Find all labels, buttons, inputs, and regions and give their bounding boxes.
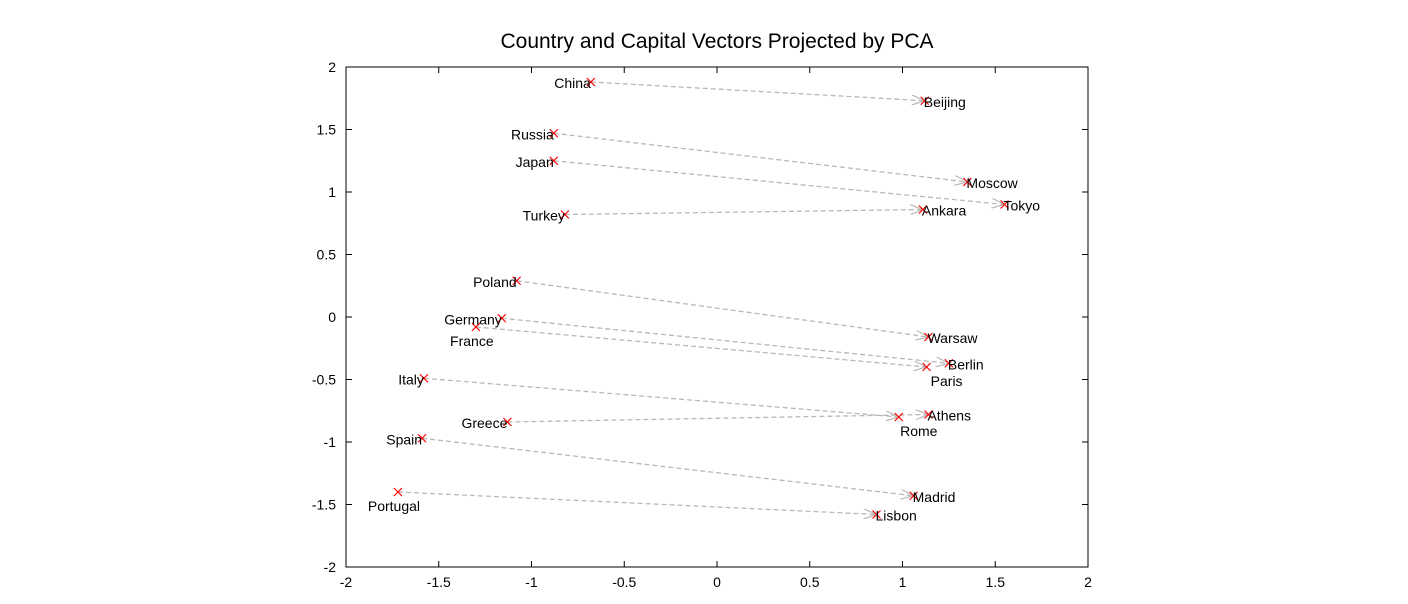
capital-marker	[920, 96, 930, 106]
vector-arrow	[553, 132, 968, 182]
country-label: Portugal	[368, 498, 420, 514]
capital-label: Rome	[900, 423, 938, 439]
y-tick-label: -1.5	[312, 497, 336, 513]
vector-arrow	[397, 491, 877, 515]
marker-stroke	[872, 510, 881, 519]
country-marker	[502, 417, 512, 427]
y-tick-label: 1	[328, 184, 336, 200]
country-marker	[549, 128, 559, 138]
capital-marker	[894, 412, 904, 422]
capital-label: Moscow	[966, 175, 1018, 191]
y-tick-label: -0.5	[312, 372, 336, 388]
capital-label: Warsaw	[927, 330, 978, 346]
x-tick-label: 2	[1084, 574, 1092, 590]
marker-stroke	[497, 313, 507, 323]
x-tick-label: -0.5	[612, 574, 636, 590]
marker-stroke	[1000, 200, 1009, 209]
marker-stroke	[909, 491, 919, 501]
country-label: Poland	[473, 274, 517, 290]
x-tick-label: 1.5	[986, 574, 1006, 590]
capital-label: Beijing	[924, 94, 966, 110]
marker-stroke	[920, 96, 930, 106]
country-marker	[560, 210, 570, 219]
country-label: Russia	[511, 126, 554, 142]
x-tick-label: -1	[525, 574, 538, 590]
vector-arrow	[516, 280, 929, 337]
marker-stroke	[549, 128, 559, 138]
vector-arrow	[590, 81, 925, 101]
country-marker	[471, 322, 481, 332]
capital-label: Berlin	[948, 356, 984, 372]
vector-arrow	[564, 210, 923, 216]
country-label: France	[450, 333, 494, 349]
x-tick-label: 0	[713, 574, 721, 590]
capital-marker	[1000, 200, 1009, 209]
marker-stroke	[963, 177, 972, 187]
marker-stroke	[560, 210, 570, 219]
marker-stroke	[894, 412, 904, 422]
x-tick-label: 0.5	[800, 574, 820, 590]
y-tick-label: 0.5	[317, 247, 337, 263]
capital-marker	[909, 491, 919, 501]
capital-label: Tokyo	[1004, 198, 1041, 214]
y-tick-label: 1.5	[317, 122, 337, 138]
country-marker	[497, 313, 507, 323]
marker-stroke	[918, 205, 928, 214]
x-tick-label: 1	[899, 574, 907, 590]
x-tick-label: -1.5	[427, 574, 451, 590]
country-marker	[586, 77, 596, 87]
capital-marker	[924, 410, 933, 419]
capital-label: Ankara	[922, 203, 967, 219]
y-tick-label: 2	[328, 59, 336, 75]
marker-stroke	[512, 276, 522, 286]
country-label: Italy	[398, 371, 424, 387]
capital-marker	[924, 332, 933, 342]
capital-marker	[944, 358, 954, 368]
capital-label: Lisbon	[876, 508, 917, 524]
marker-stroke	[549, 156, 559, 166]
country-label: Germany	[444, 311, 502, 327]
country-label: Turkey	[523, 208, 565, 224]
country-marker	[549, 156, 559, 166]
capital-marker	[918, 205, 928, 214]
vector-arrow	[421, 437, 914, 496]
vector-arrow	[475, 326, 927, 367]
country-label: China	[554, 75, 591, 91]
marker-stroke	[924, 332, 933, 342]
vector-arrow	[507, 415, 928, 423]
capital-marker	[872, 510, 881, 519]
chart-title: Country and Capital Vectors Projected by…	[500, 30, 934, 53]
vector-arrow	[553, 160, 1005, 205]
y-tick-label: -2	[324, 559, 337, 575]
country-label: Greece	[461, 415, 507, 431]
marker-stroke	[924, 410, 933, 419]
capital-label: Madrid	[913, 489, 956, 505]
country-marker	[417, 433, 427, 443]
vector-arrow	[501, 317, 949, 363]
marker-stroke	[419, 373, 429, 383]
capital-marker	[963, 177, 972, 187]
country-marker	[512, 276, 522, 286]
capital-label: Paris	[931, 373, 963, 389]
country-label: Spain	[386, 431, 422, 447]
marker-stroke	[471, 322, 481, 332]
country-marker	[393, 487, 403, 497]
marker-stroke	[922, 362, 932, 372]
y-tick-label: -1	[324, 434, 337, 450]
country-label: Japan	[516, 154, 554, 170]
y-tick-label: 0	[328, 309, 336, 325]
marker-stroke	[502, 417, 512, 427]
capital-marker	[922, 362, 932, 372]
x-tick-label: -2	[340, 574, 353, 590]
capital-label: Athens	[927, 408, 971, 424]
marker-stroke	[417, 433, 427, 443]
marker-stroke	[393, 487, 403, 497]
marker-stroke	[586, 77, 596, 87]
vector-arrow	[423, 377, 899, 417]
country-marker	[419, 373, 429, 383]
marker-stroke	[944, 358, 954, 368]
